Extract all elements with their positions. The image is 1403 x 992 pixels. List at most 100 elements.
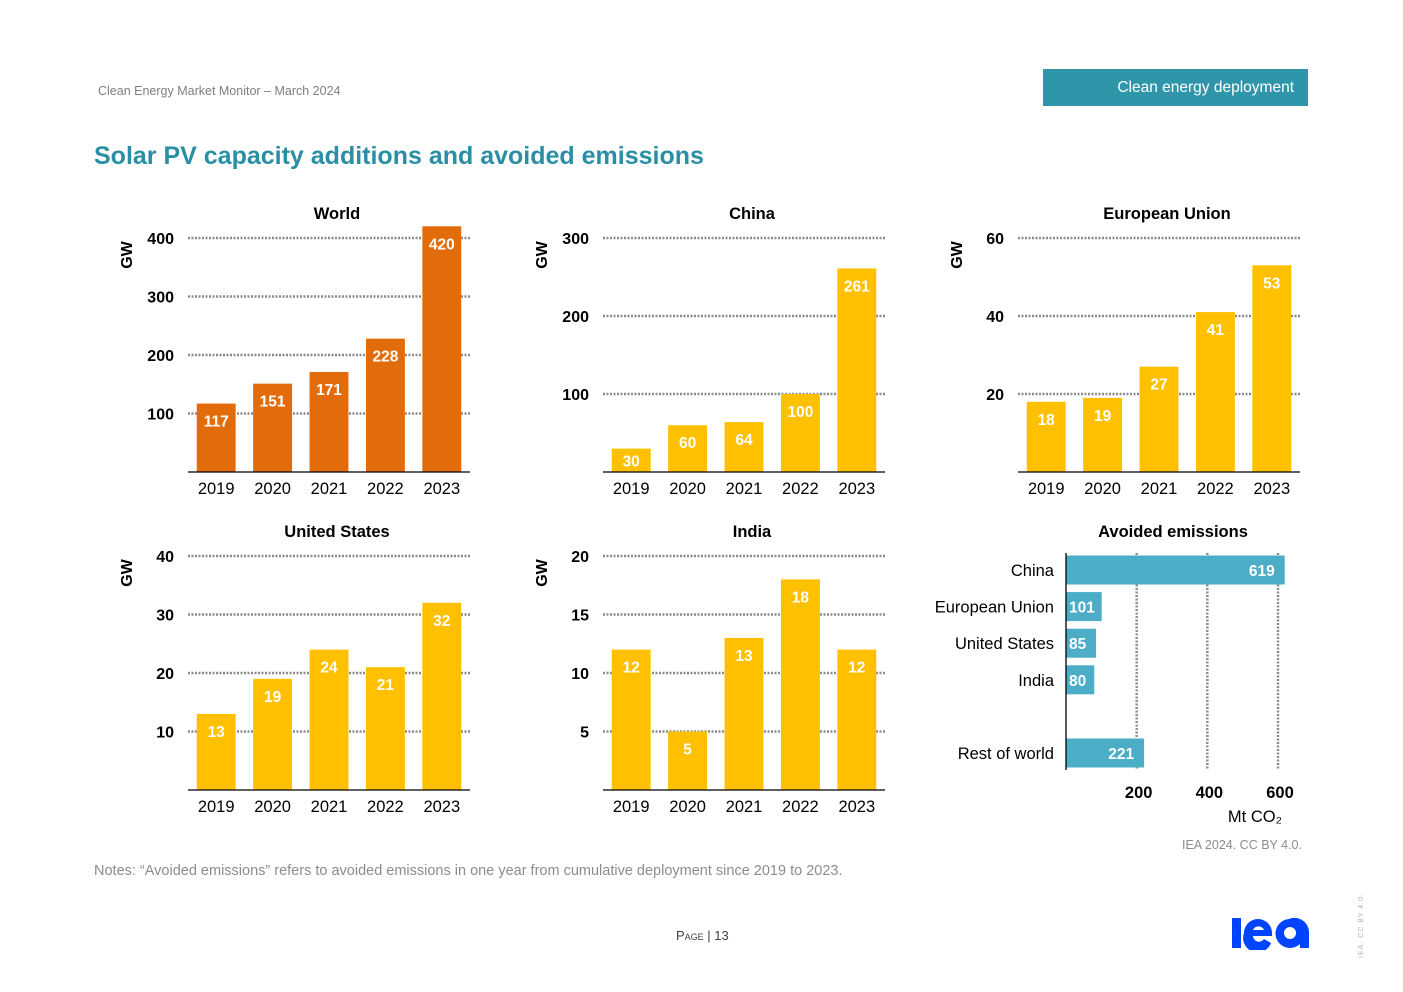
chart-title: India bbox=[733, 523, 772, 541]
y-axis-label: GW bbox=[119, 240, 136, 268]
bar bbox=[422, 602, 462, 790]
x-tick-label: 2021 bbox=[1141, 480, 1178, 498]
bar bbox=[1066, 738, 1145, 768]
data-label: 27 bbox=[1150, 377, 1167, 394]
bar bbox=[309, 649, 349, 790]
data-label: 13 bbox=[208, 724, 226, 741]
bar bbox=[1026, 401, 1066, 472]
data-label: 151 bbox=[260, 394, 286, 411]
chart-title: United States bbox=[284, 523, 389, 541]
chart-title: China bbox=[729, 205, 776, 223]
data-label: 171 bbox=[316, 382, 342, 399]
publication-title: Clean Energy Market Monitor – March 2024 bbox=[98, 84, 341, 98]
category-label-united-states: United States bbox=[955, 635, 1054, 653]
y-axis-label: GW bbox=[119, 558, 136, 586]
y-tick-label: 10 bbox=[571, 666, 589, 683]
data-label: 80 bbox=[1069, 673, 1086, 690]
page-number-value: 13 bbox=[714, 928, 729, 943]
data-label: 85 bbox=[1069, 636, 1087, 653]
bar bbox=[1066, 628, 1097, 658]
x-tick-label: 2023 bbox=[838, 798, 875, 816]
page-title: Solar PV capacity additions and avoided … bbox=[94, 142, 704, 170]
chart-title: World bbox=[314, 205, 360, 223]
x-tick-label: 600 bbox=[1266, 784, 1294, 802]
iea-logo bbox=[1232, 917, 1310, 950]
data-label: 19 bbox=[264, 689, 282, 706]
bar bbox=[365, 667, 405, 790]
data-label: 12 bbox=[848, 660, 865, 677]
chart-european-union: European Union GW 20 40 60 18 2019 19 2020 27 2021… bbox=[949, 205, 1300, 498]
y-tick-label: 15 bbox=[571, 608, 589, 625]
bar bbox=[1252, 265, 1292, 472]
data-label: 100 bbox=[787, 404, 813, 421]
x-tick-label: 2021 bbox=[311, 798, 348, 816]
bar bbox=[1066, 665, 1095, 695]
bar bbox=[724, 637, 764, 790]
page-word: Page bbox=[676, 928, 704, 943]
chart-avoided-emissions: Avoided emissions 200 400 600 China 619 Europe… bbox=[935, 523, 1294, 826]
x-tick-label: 200 bbox=[1125, 784, 1153, 802]
data-label: 53 bbox=[1263, 275, 1281, 292]
bar bbox=[1195, 312, 1235, 472]
chart-title: Avoided emissions bbox=[1098, 523, 1248, 541]
bar bbox=[668, 425, 708, 472]
x-tick-label: 2020 bbox=[1084, 480, 1121, 498]
bar bbox=[422, 226, 462, 472]
chart-title: European Union bbox=[1103, 205, 1230, 223]
notes: Notes: “Avoided emissions” refers to avo… bbox=[94, 863, 843, 879]
y-tick-label: 200 bbox=[562, 309, 589, 326]
x-tick-label: 2022 bbox=[782, 480, 819, 498]
chart-world: World GW 100 200 300 400 117 2019 151 2020 171 2021… bbox=[119, 205, 470, 498]
bar bbox=[196, 713, 236, 790]
chart-credit: IEA 2024. CC BY 4.0. bbox=[1182, 838, 1302, 852]
data-label: 64 bbox=[735, 432, 753, 449]
bar bbox=[1139, 366, 1179, 472]
x-tick-label: 400 bbox=[1196, 784, 1224, 802]
category-label-rest-of-world: Rest of world bbox=[958, 745, 1054, 763]
y-tick-label: 40 bbox=[156, 549, 174, 566]
data-label: 30 bbox=[623, 453, 640, 470]
y-tick-label: 20 bbox=[986, 387, 1004, 404]
category-label-european-union: European Union bbox=[935, 599, 1054, 617]
bar bbox=[780, 579, 820, 790]
x-tick-label: 2022 bbox=[367, 798, 404, 816]
x-tick-label: 2022 bbox=[367, 480, 404, 498]
y-tick-label: 100 bbox=[147, 407, 174, 424]
bar bbox=[611, 448, 651, 472]
chart-united-states: United States GW 10 20 30 40 13 2019 19 2020 24 202… bbox=[119, 523, 470, 816]
bar bbox=[309, 371, 349, 472]
x-tick-label: 2023 bbox=[838, 480, 875, 498]
data-label: 221 bbox=[1108, 746, 1134, 763]
x-tick-label: 2020 bbox=[669, 798, 706, 816]
x-axis-label: Mt CO₂ bbox=[1228, 808, 1282, 826]
bar bbox=[1066, 592, 1102, 622]
data-label: 101 bbox=[1069, 600, 1095, 617]
x-tick-label: 2021 bbox=[311, 480, 348, 498]
y-tick-label: 5 bbox=[580, 725, 589, 742]
x-tick-label: 2023 bbox=[1253, 480, 1290, 498]
x-tick-label: 2021 bbox=[726, 480, 763, 498]
data-label: 12 bbox=[623, 660, 640, 677]
data-label: 19 bbox=[1094, 408, 1112, 425]
y-tick-label: 300 bbox=[147, 290, 174, 307]
data-label: 24 bbox=[320, 660, 338, 677]
data-label: 18 bbox=[792, 589, 810, 606]
category-label-china: China bbox=[1011, 562, 1055, 580]
data-label: 41 bbox=[1207, 322, 1225, 339]
data-label: 60 bbox=[679, 435, 696, 452]
x-tick-label: 2020 bbox=[254, 480, 291, 498]
bar bbox=[780, 394, 820, 472]
y-tick-label: 60 bbox=[986, 231, 1004, 248]
bar bbox=[1083, 397, 1123, 472]
page-number: Page | 13 bbox=[676, 928, 729, 943]
data-label: 18 bbox=[1038, 412, 1056, 429]
chart-china: China GW 100 200 300 30 2019 60 2020 64 2021 100 202… bbox=[534, 205, 885, 498]
x-tick-label: 2022 bbox=[1197, 480, 1234, 498]
y-tick-label: 100 bbox=[562, 387, 589, 404]
vertical-credit: IEA. CC BY 4.0. bbox=[1358, 892, 1365, 958]
y-tick-label: 10 bbox=[156, 725, 174, 742]
data-label: 420 bbox=[429, 236, 455, 253]
category-label-india: India bbox=[1018, 672, 1055, 690]
y-tick-label: 40 bbox=[986, 309, 1004, 326]
bar bbox=[668, 731, 708, 790]
